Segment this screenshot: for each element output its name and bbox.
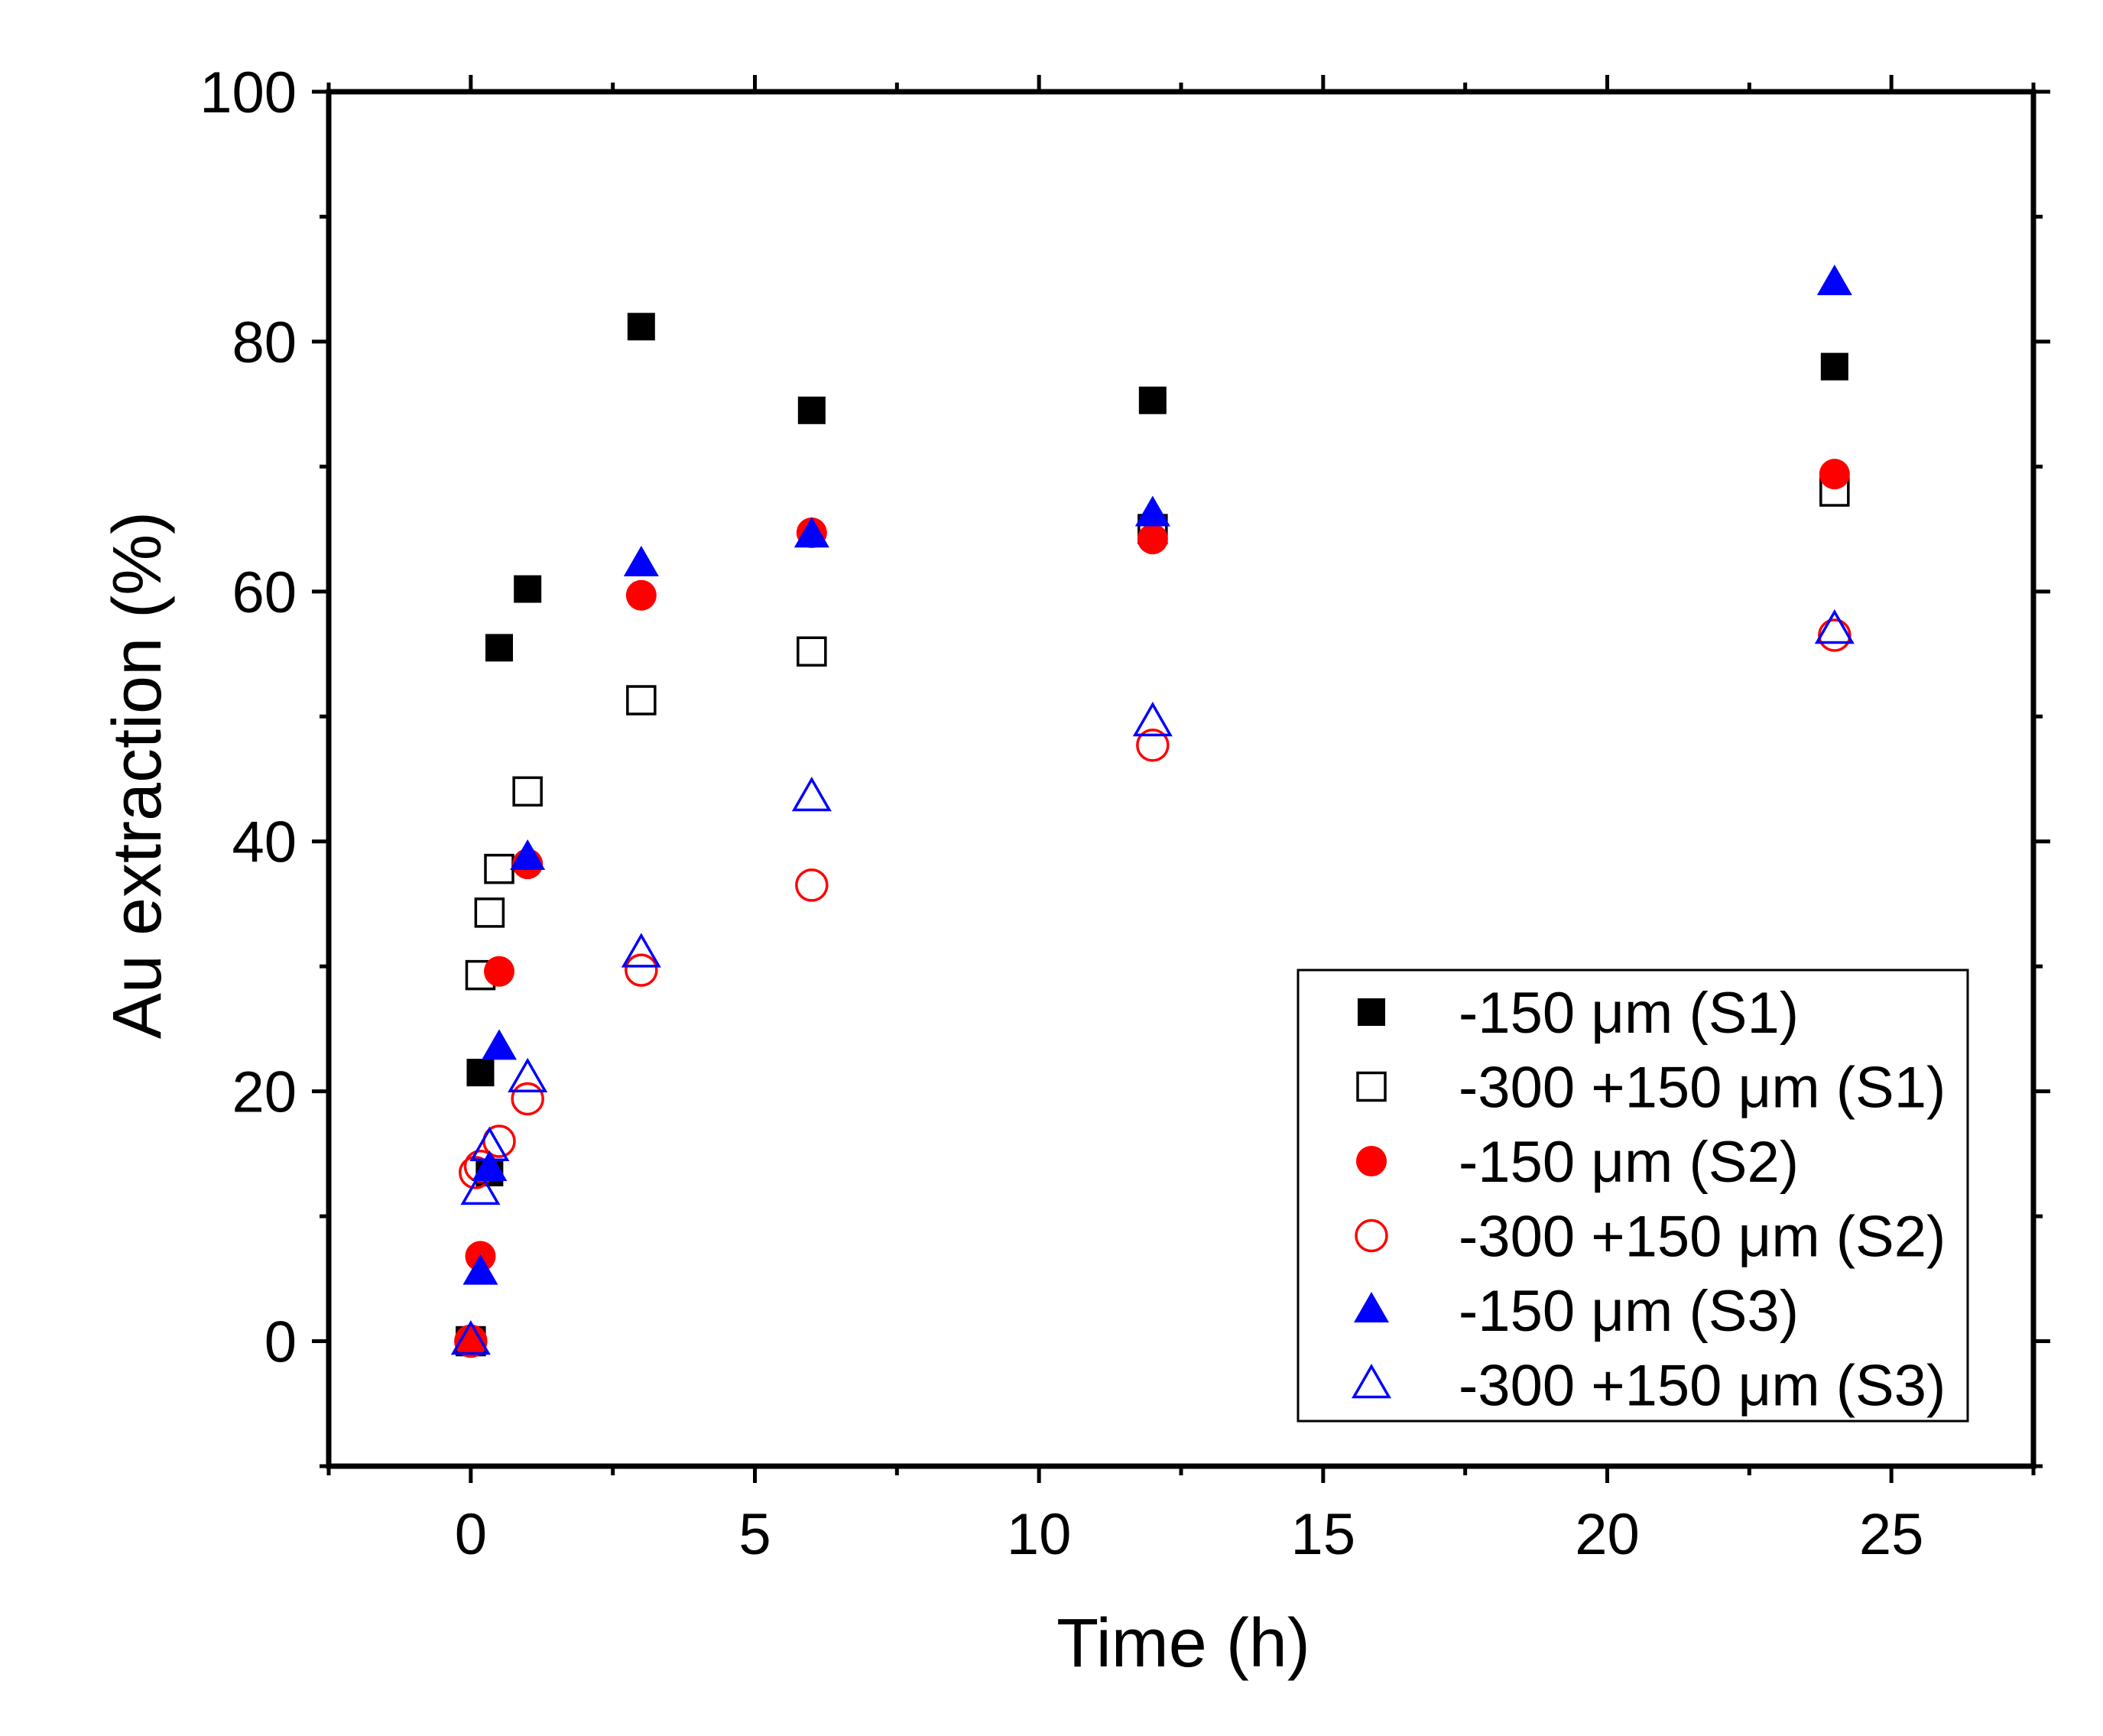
data-point (508, 1057, 548, 1093)
x-axis-title: Time (h) (1056, 1605, 1310, 1682)
data-point (474, 897, 505, 928)
legend-label: -150 μm (S2) (1459, 1130, 1799, 1195)
data-point (795, 868, 829, 902)
x-tick-label: 10 (1007, 1502, 1072, 1567)
x-tick-label: 20 (1575, 1502, 1640, 1567)
x-tick-label: 0 (455, 1502, 487, 1567)
legend-label: -150 μm (S3) (1459, 1279, 1799, 1344)
legend-marker (1351, 1363, 1392, 1399)
legend-marker (1355, 1218, 1388, 1253)
x-tick-label: 25 (1859, 1502, 1924, 1567)
legend: -150 μm (S1) -300 +150 μm (S1) -150 μm (S2… (1297, 969, 1969, 1423)
series-4 (454, 618, 1851, 1358)
data-point (510, 839, 546, 870)
data-point (462, 1254, 498, 1285)
plot-layer: 0 20 40 60 80 100 0 5 10 15 20 25 -150 μm (S1) -300 +… (200, 60, 2050, 1567)
data-point (626, 685, 657, 715)
legend-label: -150 μm (S1) (1459, 981, 1799, 1046)
data-point (1814, 608, 1855, 644)
y-tick-label: 100 (200, 60, 297, 125)
x-tick-label: 5 (738, 1502, 771, 1567)
legend-box (1297, 969, 1969, 1423)
data-point (1132, 701, 1173, 737)
legend-marker (1358, 998, 1385, 1026)
data-point (625, 579, 657, 611)
data-point (1816, 264, 1852, 296)
y-tick-label: 0 (264, 1310, 297, 1375)
legend-label: -300 +150 μm (S2) (1459, 1205, 1946, 1270)
data-point (460, 1170, 501, 1205)
y-tick-label: 20 (232, 1060, 297, 1125)
data-point (466, 1059, 495, 1087)
data-point (1820, 352, 1848, 381)
data-point (1134, 495, 1170, 527)
x-tick-label: 15 (1291, 1502, 1356, 1567)
data-point (1138, 386, 1167, 414)
data-point (511, 1082, 544, 1116)
data-point (485, 634, 513, 662)
data-point (791, 777, 832, 812)
data-point (514, 575, 542, 603)
data-point (1819, 459, 1850, 490)
series-6 (450, 608, 1855, 1355)
legend-marker (1356, 1071, 1387, 1102)
data-point (512, 776, 543, 807)
data-point (797, 396, 826, 424)
data-point (469, 1126, 510, 1161)
data-point (1137, 524, 1168, 555)
legend-marker (1354, 1292, 1389, 1322)
data-point (627, 313, 655, 341)
y-tick-label: 80 (232, 310, 297, 375)
data-point (482, 1029, 517, 1060)
y-tick-label: 40 (232, 810, 297, 875)
data-point (1136, 728, 1170, 762)
data-point (484, 956, 514, 987)
data-point (450, 1320, 491, 1355)
data-point (623, 545, 659, 576)
data-point (797, 636, 827, 667)
data-point (1818, 618, 1851, 652)
data-point (625, 953, 658, 987)
y-tick-label: 60 (232, 560, 297, 625)
legend-label: -300 +150 μm (S3) (1459, 1354, 1946, 1419)
data-point (793, 517, 829, 548)
legend-label: -300 +150 μm (S1) (1459, 1056, 1946, 1121)
data-point (621, 933, 661, 968)
data-point (454, 1324, 488, 1358)
y-axis-title: Au extraction (%) (99, 511, 176, 1039)
legend-marker (1356, 1146, 1387, 1176)
